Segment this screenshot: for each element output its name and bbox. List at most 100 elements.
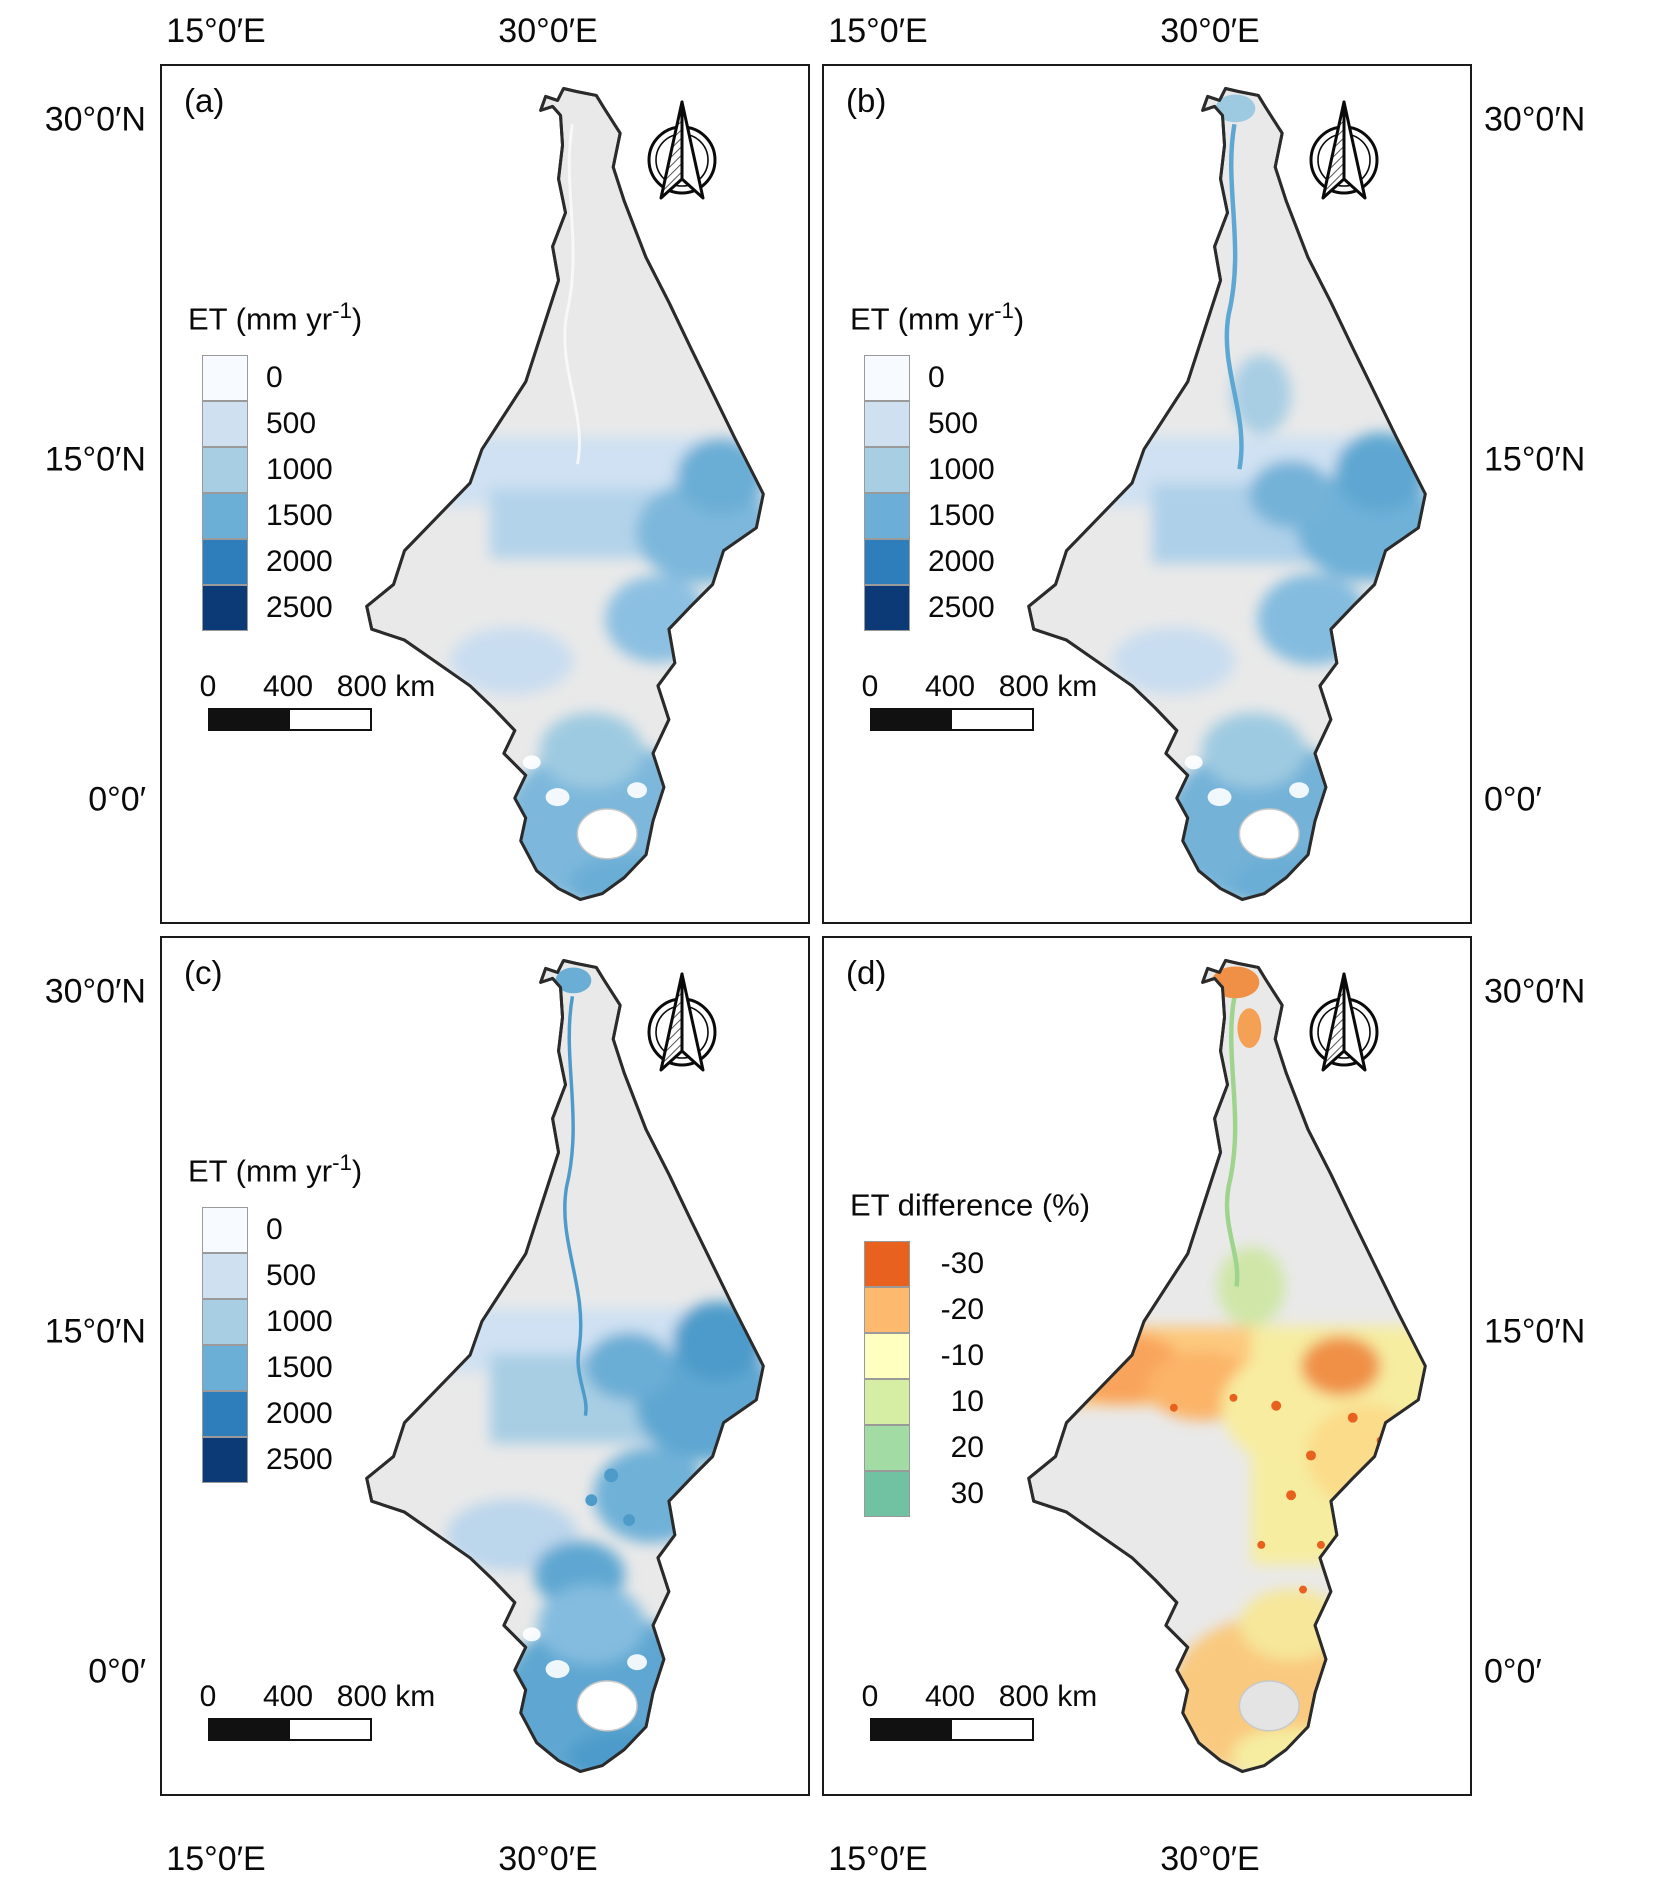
legend-swatch xyxy=(202,1299,248,1346)
legend-swatch xyxy=(864,1471,910,1518)
axis-label-lat: 30°0′N xyxy=(1484,100,1586,139)
legend-swatch xyxy=(202,355,248,402)
legend-entry: 2000 xyxy=(864,539,1024,586)
legend-entry: 20 xyxy=(864,1425,1090,1472)
panel-label: (a) xyxy=(184,82,225,119)
legend-swatch xyxy=(202,585,248,632)
legend-label: 2000 xyxy=(266,1397,333,1431)
scale-bar-graphic xyxy=(208,708,372,731)
legend-swatch xyxy=(202,1391,248,1438)
axis-label-lat: 15°0′N xyxy=(1484,1312,1586,1351)
legend-entry: 0 xyxy=(864,355,1024,402)
legend-entry: 1000 xyxy=(202,1299,362,1346)
basin-map-c xyxy=(149,925,821,1807)
lake-victoria xyxy=(576,1680,638,1732)
basin-map-a xyxy=(149,53,821,935)
axis-label-lat: 30°0′N xyxy=(1484,972,1586,1011)
axis-label-lat: 0°0′ xyxy=(1484,780,1542,819)
map-panel-a: (a) ET (mm yr-1) 0 500 1000 1500 2000 25… xyxy=(149,53,821,935)
legend-label: 2000 xyxy=(266,545,333,579)
legend-title: ET difference (%) xyxy=(850,1187,1091,1223)
legend-label: 2000 xyxy=(928,545,995,579)
legend-label: 1000 xyxy=(266,453,333,487)
axis-label-lat: 15°0′N xyxy=(44,440,146,479)
legend-entry: 2000 xyxy=(202,1391,362,1438)
north-arrow-icon xyxy=(1294,964,1394,1088)
map-panel-d: (d) ET difference (%) -30 -20 -10 10 20 … xyxy=(811,925,1483,1807)
legend-label: 0 xyxy=(928,361,945,395)
legend-entry: 500 xyxy=(202,1253,362,1300)
legend-label: 0 xyxy=(266,1213,283,1247)
axis-label-lon: 30°0′E xyxy=(498,12,598,50)
legend-entry: 500 xyxy=(202,401,362,448)
legend-label: 0 xyxy=(266,361,283,395)
legend-title: ET (mm yr-1) xyxy=(188,298,363,337)
legend-label: 1500 xyxy=(266,499,333,533)
legend-entry: 500 xyxy=(864,401,1024,448)
legend-entry: 0 xyxy=(202,1207,362,1254)
scale-label: 0 xyxy=(861,670,879,703)
north-arrow-icon xyxy=(632,92,732,216)
axis-label-lon: 30°0′E xyxy=(498,1840,598,1878)
map-panel-c: (c) ET (mm yr-1) 0 500 1000 1500 2000 25… xyxy=(149,925,821,1807)
scale-label: 800 km xyxy=(998,1680,1098,1713)
axis-label-lat: 0°0′ xyxy=(88,780,146,819)
legend-entry: 2500 xyxy=(202,585,362,632)
axis-label-lat: 0°0′ xyxy=(1484,1652,1542,1691)
river-difference-trace xyxy=(1224,995,1240,1287)
et-raster xyxy=(366,124,764,900)
axis-label-lat: 0°0′ xyxy=(88,1652,146,1691)
scale-label: 800 km xyxy=(998,670,1098,703)
nile-river-trace xyxy=(563,995,588,1417)
et-raster xyxy=(366,967,764,1772)
legend-swatch xyxy=(202,1345,248,1392)
legend-title: ET (mm yr-1) xyxy=(850,298,1025,337)
legend-swatch xyxy=(864,585,910,632)
lake-victoria xyxy=(576,808,638,860)
legend-entry: 1500 xyxy=(202,1345,362,1392)
panel-label: (b) xyxy=(846,82,887,119)
legend: ET (mm yr-1) 0 500 1000 1500 2000 2500 xyxy=(188,298,363,632)
scale-label: 0 xyxy=(861,1680,879,1713)
legend-swatch xyxy=(864,1379,910,1426)
north-arrow-icon xyxy=(1294,92,1394,216)
et-raster xyxy=(1028,94,1426,900)
legend-entry: 1500 xyxy=(864,493,1024,540)
legend-swatch xyxy=(864,355,910,402)
legend-entry: 10 xyxy=(864,1379,1090,1426)
legend-swatch xyxy=(202,1253,248,1300)
legend-label: 500 xyxy=(266,1259,317,1293)
legend-label: 500 xyxy=(928,407,979,441)
scale-label: 400 xyxy=(924,1680,976,1713)
legend: ET (mm yr-1) 0 500 1000 1500 2000 2500 xyxy=(850,298,1025,632)
legend-swatch xyxy=(202,401,248,448)
legend: ET (mm yr-1) 0 500 1000 1500 2000 2500 xyxy=(188,1150,362,1484)
legend-swatch xyxy=(202,447,248,494)
scale-bar: 0 400 800 km xyxy=(862,670,1130,731)
panel-label: (d) xyxy=(846,954,887,991)
scale-label: 800 km xyxy=(336,670,436,703)
legend: ET difference (%) -30 -20 -10 10 20 30 xyxy=(850,1184,1091,1518)
legend-entry: 2000 xyxy=(202,539,362,586)
scale-label: 0 xyxy=(199,1680,217,1713)
legend-swatch xyxy=(864,1425,910,1472)
scale-bar: 0 400 800 km xyxy=(200,1680,468,1741)
basin-map-b xyxy=(811,53,1483,935)
delta-patch xyxy=(555,967,592,994)
legend-entry: 1500 xyxy=(202,493,362,540)
scale-label: 400 xyxy=(262,670,314,703)
legend-swatch xyxy=(202,539,248,586)
legend-label: 30 xyxy=(950,1477,984,1511)
scale-bar-graphic xyxy=(870,708,1034,731)
legend-label: 20 xyxy=(950,1431,984,1465)
delta-patch xyxy=(1215,94,1256,123)
axis-label-lat: 30°0′N xyxy=(44,100,146,139)
axis-label-lon: 30°0′E xyxy=(1160,1840,1260,1878)
scale-bar: 0 400 800 km xyxy=(862,1680,1130,1741)
legend-swatch xyxy=(202,493,248,540)
legend-swatch xyxy=(202,1207,248,1254)
scale-label: 800 km xyxy=(336,1680,436,1713)
legend-label: 2500 xyxy=(928,591,995,625)
legend-entry: 1000 xyxy=(864,447,1024,494)
